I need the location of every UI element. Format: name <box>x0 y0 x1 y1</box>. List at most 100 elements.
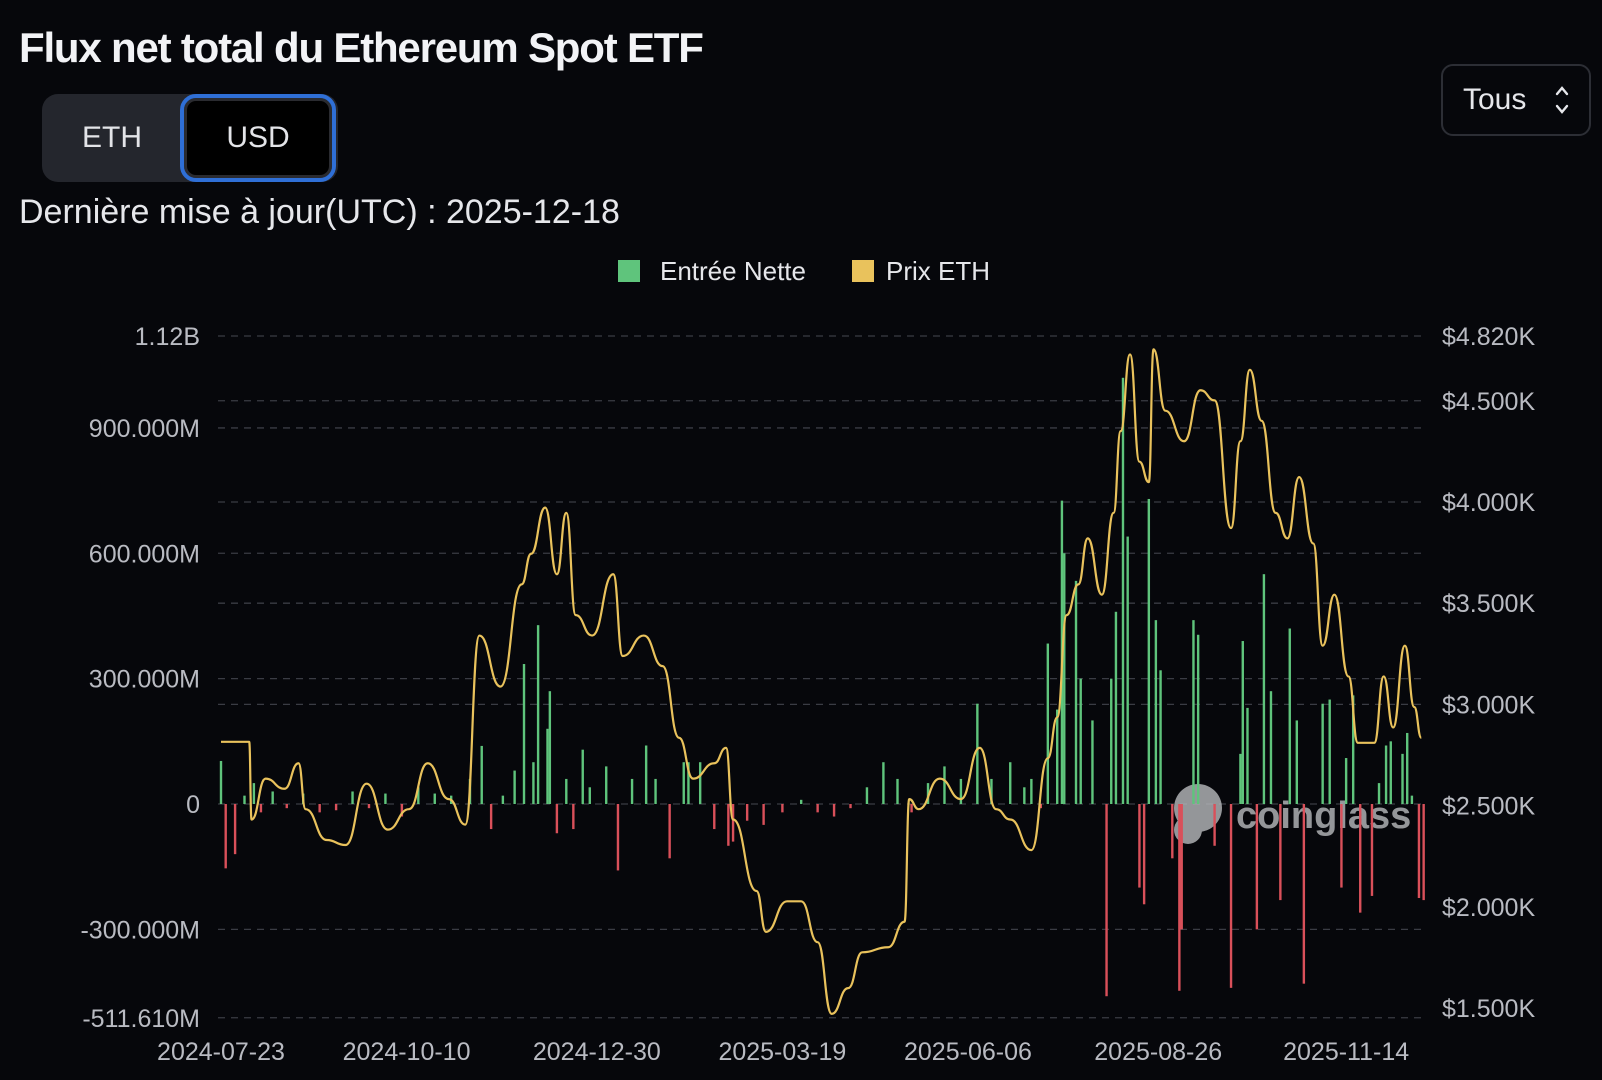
inflow-bar[interactable] <box>896 778 899 804</box>
inflow-bar[interactable] <box>252 783 256 804</box>
inflow-bar[interactable] <box>644 745 648 805</box>
inflow-bar[interactable] <box>1328 699 1331 804</box>
outflow-bar[interactable] <box>727 804 730 846</box>
inflow-bar[interactable] <box>433 793 436 804</box>
inflow-bar[interactable] <box>513 770 516 804</box>
outflow-bar[interactable] <box>1302 804 1306 984</box>
inflow-bar[interactable] <box>532 762 535 804</box>
outflow-bar[interactable] <box>1359 804 1362 913</box>
inflow-bar[interactable] <box>536 625 540 804</box>
inflow-bar[interactable] <box>1239 753 1242 804</box>
outflow-bar[interactable] <box>555 804 559 834</box>
outflow-bar[interactable] <box>1178 804 1181 991</box>
inflow-bar[interactable] <box>682 762 685 804</box>
inflow-bar[interactable] <box>1321 703 1324 804</box>
inflow-bar[interactable] <box>522 664 526 804</box>
usd-toggle-button[interactable]: USD <box>180 94 336 182</box>
inflow-bar[interactable] <box>1389 741 1392 804</box>
outflow-bar[interactable] <box>1417 804 1421 899</box>
inflow-bar[interactable] <box>865 787 869 804</box>
inflow-bar[interactable] <box>1288 628 1291 805</box>
outflow-bar[interactable] <box>668 804 671 859</box>
outflow-bar[interactable] <box>489 804 493 830</box>
outflow-bar[interactable] <box>224 804 227 869</box>
inflow-bar[interactable] <box>219 760 223 804</box>
outflow-bar[interactable] <box>713 804 716 830</box>
inflow-bar[interactable] <box>630 778 634 804</box>
inflow-bar[interactable] <box>1351 695 1355 804</box>
inflow-bar[interactable] <box>1192 620 1195 804</box>
inflow-bar[interactable] <box>480 745 483 804</box>
inflow-bar[interactable] <box>1406 732 1409 804</box>
inflow-bar[interactable] <box>976 703 979 804</box>
outflow-bar[interactable] <box>1213 804 1216 846</box>
outflow-bar[interactable] <box>781 804 784 813</box>
inflow-bar[interactable] <box>588 787 591 804</box>
outflow-bar[interactable] <box>1340 804 1343 888</box>
inflow-bar[interactable] <box>1009 762 1012 804</box>
inflow-bar[interactable] <box>1074 580 1078 804</box>
inflow-bar[interactable] <box>384 793 387 804</box>
outflow-bar[interactable] <box>1171 804 1174 859</box>
outflow-bar[interactable] <box>1279 804 1282 901</box>
inflow-bar[interactable] <box>546 728 549 804</box>
inflow-bar[interactable] <box>565 778 568 804</box>
inflow-bar[interactable] <box>1023 787 1026 804</box>
outflow-bar[interactable] <box>572 804 575 830</box>
inflow-bar[interactable] <box>581 749 584 804</box>
inflow-bar[interactable] <box>1196 634 1200 804</box>
inflow-bar[interactable] <box>698 762 702 804</box>
outflow-bar[interactable] <box>762 804 765 825</box>
inflow-bar[interactable] <box>1262 574 1266 804</box>
inflow-bar[interactable] <box>1269 691 1273 804</box>
inflow-bar[interactable] <box>1114 611 1118 804</box>
outflow-bar[interactable] <box>367 804 371 809</box>
inflow-bar[interactable] <box>959 778 963 804</box>
inflow-bar[interactable] <box>501 795 505 804</box>
inflow-bar[interactable] <box>1126 536 1129 804</box>
inflow-bar[interactable] <box>1159 670 1162 804</box>
inflow-bar[interactable] <box>1246 707 1249 804</box>
inflow-bar[interactable] <box>1377 783 1381 804</box>
inflow-bar[interactable] <box>687 762 690 804</box>
outflow-bar[interactable] <box>233 804 237 855</box>
inflow-bar[interactable] <box>1401 753 1404 804</box>
inflow-bar[interactable] <box>417 787 420 804</box>
outflow-bar[interactable] <box>1422 804 1425 901</box>
inflow-bar[interactable] <box>243 795 246 804</box>
inflow-bar[interactable] <box>1046 643 1050 804</box>
inflow-bar[interactable] <box>926 783 930 804</box>
inflow-bar[interactable] <box>1241 641 1244 804</box>
eth-toggle-button[interactable]: ETH <box>82 121 142 154</box>
range-select[interactable]: Tous <box>1441 64 1591 136</box>
outflow-bar[interactable] <box>816 804 819 813</box>
inflow-bar[interactable] <box>1410 795 1414 804</box>
outflow-bar[interactable] <box>1105 804 1108 997</box>
outflow-bar[interactable] <box>1039 804 1042 809</box>
inflow-bar[interactable] <box>882 762 885 804</box>
inflow-bar[interactable] <box>1344 758 1348 804</box>
inflow-bar[interactable] <box>1384 745 1388 805</box>
outflow-bar[interactable] <box>1229 804 1233 988</box>
outflow-bar[interactable] <box>318 804 321 813</box>
inflow-bar[interactable] <box>1154 620 1158 804</box>
outflow-bar[interactable] <box>334 804 338 811</box>
outflow-bar[interactable] <box>259 804 263 813</box>
outflow-bar[interactable] <box>1255 804 1259 930</box>
inflow-bar[interactable] <box>1110 678 1113 804</box>
outflow-bar[interactable] <box>400 804 404 817</box>
outflow-bar[interactable] <box>1370 804 1374 896</box>
outflow-bar[interactable] <box>285 804 288 809</box>
outflow-bar[interactable] <box>849 804 852 809</box>
inflow-bar[interactable] <box>1079 678 1082 804</box>
inflow-bar[interactable] <box>1147 498 1151 804</box>
outflow-bar[interactable] <box>832 804 836 817</box>
inflow-bar[interactable] <box>1030 778 1033 804</box>
inflow-bar[interactable] <box>654 778 657 804</box>
inflow-bar[interactable] <box>990 778 993 804</box>
inflow-bar[interactable] <box>943 766 946 804</box>
outflow-bar[interactable] <box>745 804 749 821</box>
inflow-bar[interactable] <box>1295 720 1299 804</box>
inflow-bar[interactable] <box>1091 720 1094 804</box>
inflow-bar[interactable] <box>1121 377 1125 804</box>
